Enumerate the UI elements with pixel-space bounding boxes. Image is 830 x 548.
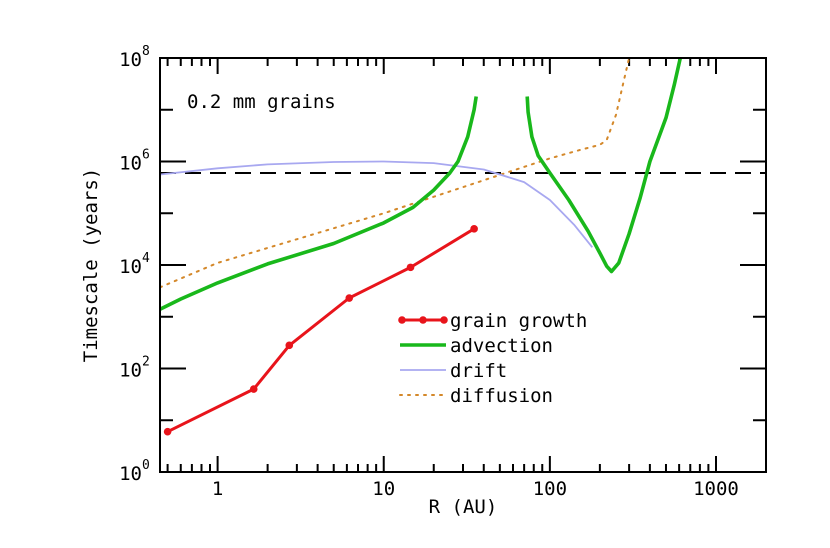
y-tick-base: 10	[119, 360, 142, 382]
plot-area	[160, 58, 766, 472]
y-tick-exponent: 4	[142, 251, 150, 266]
plot-frame	[159, 57, 767, 473]
y-tick-base: 10	[119, 256, 142, 278]
legend-label: drift	[450, 360, 507, 382]
series-grain_growth-marker	[163, 427, 172, 436]
legend-label: grain growth	[450, 310, 587, 332]
series-diffusion-line	[160, 58, 631, 289]
x-tick-label: 100	[533, 478, 567, 500]
series-grain_growth-marker	[345, 294, 354, 302]
legend-item-drift: drift	[400, 360, 507, 382]
y-tick-label: 10 0	[119, 458, 150, 485]
y-tick-exponent: 8	[142, 44, 150, 59]
minor-ticks	[160, 58, 767, 472]
y-tick-exponent: 2	[142, 355, 150, 370]
legend-swatch-marker	[440, 316, 448, 324]
y-tick-label: 10 4	[119, 251, 150, 278]
series-grain_growth-marker	[285, 341, 294, 350]
legend-item-diffusion: diffusion	[399, 385, 553, 407]
annotation-grains: 0.2 mm grains	[187, 91, 336, 113]
x-axis-label: R (AU)	[429, 496, 498, 518]
legend-swatch-marker	[398, 316, 406, 324]
legend-label: diffusion	[450, 385, 553, 407]
legend-label: advection	[450, 335, 553, 357]
y-tick-base: 10	[119, 49, 142, 71]
y-tick-label: 10 8	[119, 44, 150, 71]
legend-item-grain_growth: grain growth	[398, 310, 587, 332]
y-tick-base: 10	[119, 463, 142, 485]
series-layer	[160, 58, 766, 436]
y-tick-label: 10 6	[119, 148, 150, 175]
legend-item-advection: advection	[400, 335, 553, 357]
y-tick-label: 10 2	[119, 355, 150, 382]
y-tick-exponent: 6	[142, 148, 150, 163]
series-advection-line-segment-1	[160, 96, 478, 311]
y-tick-exponent: 0	[142, 458, 150, 473]
x-tick-label: 10	[372, 478, 395, 500]
series-grain_growth-line	[166, 227, 475, 434]
x-tick-labels: 1 10 100 1000	[212, 478, 739, 500]
series-grain_growth-marker	[249, 385, 258, 393]
legend: grain growth advection drift diffusion	[398, 310, 587, 407]
y-axis-label: Timescale (years)	[80, 168, 102, 362]
x-tick-label: 1	[212, 478, 223, 500]
y-tick-base: 10	[119, 153, 142, 175]
series-drift-line	[160, 160, 594, 248]
legend-swatch-marker	[419, 316, 427, 324]
x-tick-label: 1000	[693, 478, 739, 500]
series-grain_growth-marker	[406, 263, 415, 272]
series-grain_growth-marker	[470, 225, 478, 233]
series-advection-line-segment-2	[525, 58, 683, 274]
